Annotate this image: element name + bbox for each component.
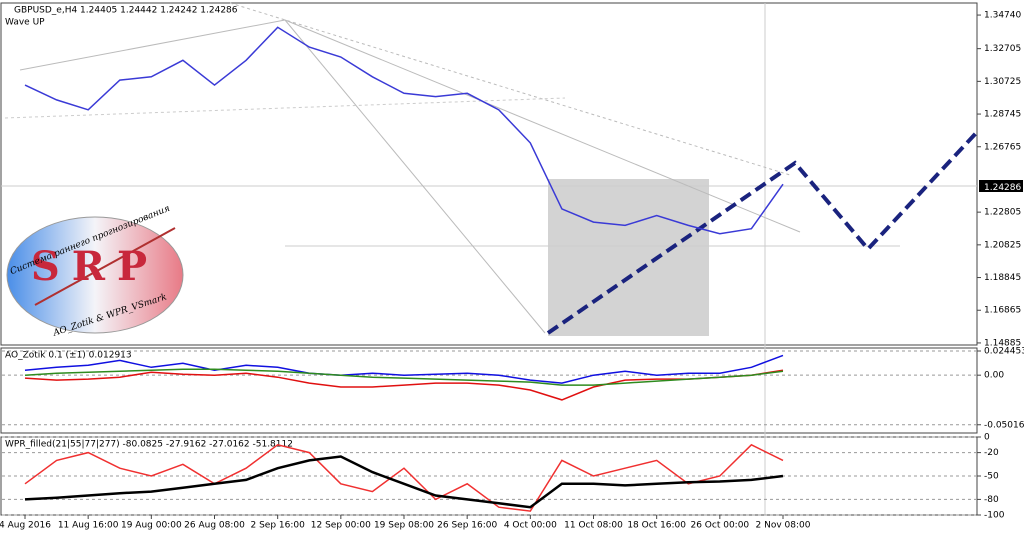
- y-tick-label: 0.024453: [984, 347, 1024, 357]
- y-tick-label: 1.32705: [984, 44, 1021, 54]
- x-tick-label: 11 Oct 08:00: [564, 521, 623, 531]
- x-tick-label: 11 Aug 16:00: [58, 521, 119, 531]
- y-tick-label: 0.00: [984, 371, 1004, 381]
- y-tick-label: 1.26765: [984, 142, 1021, 152]
- x-tick-label: 4 Oct 00:00: [504, 521, 557, 531]
- x-tick-label: 18 Oct 16:00: [627, 521, 686, 531]
- x-tick-label: 26 Oct 00:00: [690, 521, 749, 531]
- current-price-label: 1.24286: [984, 183, 1021, 193]
- trend-line: [229, 2, 791, 176]
- current-price-box: [979, 180, 1023, 192]
- trend-line: [19, 19, 286, 71]
- y-tick-label: -0.050165: [984, 420, 1024, 430]
- logo-ellipse: [6, 216, 184, 334]
- logo-arrow: [34, 227, 176, 306]
- y-tick-label: 1.20825: [984, 240, 1021, 250]
- chart-subtitle: Wave UP: [5, 18, 45, 28]
- x-tick-label: 2 Sep 16:00: [250, 521, 305, 531]
- ao-panel: [0, 347, 978, 434]
- y-tick-label: -80: [984, 495, 999, 505]
- y-tick-label: 0: [984, 433, 990, 443]
- x-tick-label: 4 Aug 2016: [0, 521, 51, 531]
- y-tick-label: -100: [984, 511, 1005, 521]
- y-tick-label: 1.28745: [984, 110, 1021, 120]
- y-tick-label: -50: [984, 472, 999, 482]
- y-tick-label: 1.34740: [984, 11, 1021, 21]
- x-tick-label: 2 Nov 08:00: [756, 521, 811, 531]
- wpr-title: WPR_filled(21|55|77|277) -80.0825 -27.91…: [5, 440, 293, 450]
- series-line: [24, 443, 784, 512]
- series-line: [24, 354, 784, 384]
- x-tick-label: 19 Sep 08:00: [374, 521, 434, 531]
- x-tick-label: 26 Aug 08:00: [184, 521, 245, 531]
- chart-title: GBPUSD_e,H4 1.24405 1.24442 1.24242 1.24…: [14, 6, 238, 16]
- y-tick-label: 1.18845: [984, 273, 1021, 283]
- series-line: [24, 26, 784, 235]
- wave-projection: [546, 129, 980, 335]
- logo-mark: SRP: [31, 243, 159, 290]
- ao-title: AO_Zotik 0.1 (±1) 0.012913: [5, 351, 132, 361]
- series-line: [24, 369, 784, 401]
- trend-line: [284, 19, 546, 334]
- y-tick-label: 1.14885: [984, 338, 1021, 348]
- trend-line: [284, 19, 801, 233]
- main-panel: [0, 2, 978, 346]
- y-tick-label: 1.30725: [984, 77, 1021, 87]
- y-tick-label: -20: [984, 448, 999, 458]
- x-tick-label: 12 Sep 00:00: [311, 521, 371, 531]
- zone-rectangle: [548, 179, 709, 336]
- series-line: [24, 368, 784, 386]
- series-line: [24, 455, 784, 509]
- y-tick-label: 1.16865: [984, 306, 1021, 316]
- y-tick-label: 1.22805: [984, 208, 1021, 218]
- x-tick-label: 19 Aug 00:00: [121, 521, 182, 531]
- x-tick-label: 26 Sep 16:00: [437, 521, 497, 531]
